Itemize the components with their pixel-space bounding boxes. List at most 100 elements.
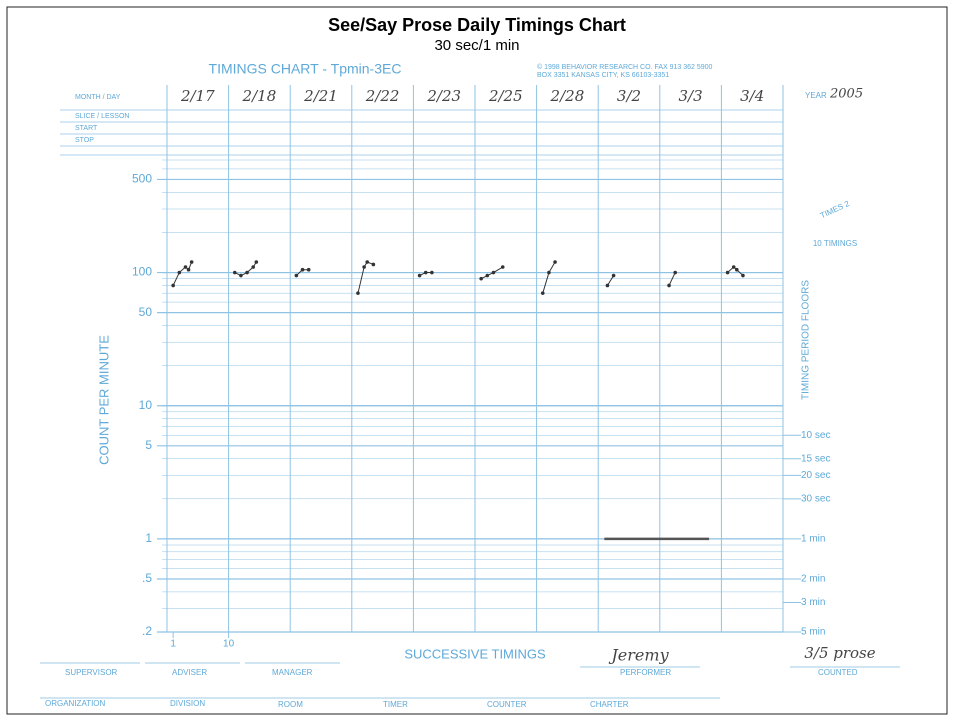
data-point <box>485 273 490 278</box>
frame <box>6 6 948 715</box>
legend-entry: 2/17 <box>180 87 215 105</box>
counted: 3/5 prose <box>804 644 875 662</box>
data-point <box>553 260 557 264</box>
data-point <box>254 260 259 264</box>
performer: Jeremy <box>608 646 669 665</box>
field-label: ADVISER <box>172 668 207 677</box>
y-tick-label: 500 <box>132 172 152 186</box>
field-label: CHARTER <box>590 700 629 709</box>
footer: SUPERVISOR ADVISER MANAGER PERFORMER Jer… <box>40 644 900 709</box>
legend-entry: 2/18 <box>242 87 277 105</box>
year-label: YEAR <box>805 91 827 100</box>
row-label: STOP <box>75 137 94 144</box>
data-point <box>245 270 249 275</box>
grid <box>60 85 784 633</box>
data-point <box>491 270 496 275</box>
y2-tick-label: 1 min <box>801 534 825 545</box>
series-line <box>542 261 556 294</box>
data-point <box>294 273 299 278</box>
y-axis-label: COUNT PER MINUTE <box>96 335 111 465</box>
y2-axis-label: TIMING PERIOD FLOORS <box>801 280 812 400</box>
y-tick-label: .2 <box>142 624 152 638</box>
field-label: ORGANIZATION <box>45 699 106 708</box>
legend-entry: 2/28 <box>550 87 585 105</box>
field-label: COUNTER <box>487 700 527 709</box>
field-label: TIMER <box>383 700 408 709</box>
y-tick-label: 50 <box>139 305 153 319</box>
data-point <box>362 265 366 269</box>
y-tick-label: 1 <box>145 531 152 545</box>
chart-subtitle: 30 sec/1 min <box>434 37 519 54</box>
data-point <box>251 265 256 269</box>
data-point <box>673 270 677 275</box>
y-tick-label: 100 <box>132 265 152 279</box>
legend-entry: 2/21 <box>303 87 338 105</box>
x-tick-label: 1 <box>170 639 176 650</box>
y2-tick-label: 2 min <box>801 574 825 585</box>
data-point <box>479 276 483 281</box>
data-point <box>611 273 616 278</box>
field-label: MANAGER <box>272 668 313 677</box>
side-note: 10 TIMINGS <box>813 239 857 248</box>
year: 2005 <box>829 87 863 102</box>
series-line <box>172 261 193 286</box>
data-point <box>540 291 545 295</box>
data-point <box>417 273 422 278</box>
side-note: TIMES 2 <box>819 199 852 221</box>
y-tick-label: .5 <box>142 571 152 585</box>
data-point <box>306 267 311 272</box>
legend-entry: 2/22 <box>365 87 400 105</box>
data-point <box>177 270 182 275</box>
y2-tick-label: 5 min <box>801 627 825 638</box>
chart-title: See/Say Prose Daily Timings Chart <box>328 15 626 35</box>
copyright: BOX 3351 KANSAS CITY, KS 66103-3351 <box>537 72 669 79</box>
copyright: © 1998 BEHAVIOR RESEARCH CO. FAX 913 362… <box>537 63 713 71</box>
x-tick-label: 10 <box>223 639 235 650</box>
data-point <box>232 270 237 275</box>
data-point <box>667 283 671 288</box>
series-line <box>357 261 374 294</box>
field-label: PERFORMER <box>620 668 671 677</box>
data-point <box>605 283 610 288</box>
y2-tick-label: 15 sec <box>801 453 830 464</box>
row-label: SLICE / LESSON <box>75 113 129 120</box>
data-point <box>423 270 428 275</box>
y2-tick-label: 3 min <box>801 597 825 608</box>
data-point <box>725 270 730 275</box>
y2-tick-label: 30 sec <box>801 493 830 504</box>
data-point <box>547 270 551 275</box>
data-point <box>741 273 745 278</box>
y2-tick-label: 20 sec <box>801 470 830 481</box>
data-point <box>186 267 191 272</box>
series-line <box>668 272 676 286</box>
data-point <box>365 260 370 264</box>
field-label: SUPERVISOR <box>65 668 118 677</box>
legend-entry: 3/3 <box>679 87 703 105</box>
data-point <box>171 283 175 288</box>
chart-name: TIMINGS CHART - Tpmin-3EC <box>209 61 402 77</box>
data-point <box>500 265 505 269</box>
series-line <box>727 266 744 276</box>
field-label: DIVISION <box>170 699 205 708</box>
row-label: MONTH / DAY <box>75 94 121 101</box>
legend-entry: 2/25 <box>488 87 523 105</box>
legend-entry: 3/4 <box>740 87 764 105</box>
field-label: ROOM <box>278 700 303 709</box>
x-axis-label: SUCCESSIVE TIMINGS <box>404 646 546 661</box>
y-tick-label: 5 <box>145 438 152 452</box>
series-line <box>607 275 615 286</box>
series-line <box>480 266 503 280</box>
data-point <box>189 260 194 264</box>
legend-entry: 3/2 <box>617 87 641 105</box>
data-point <box>735 267 739 272</box>
data-point <box>371 262 376 267</box>
data-point <box>183 265 188 269</box>
data-point <box>430 270 434 275</box>
data-point <box>731 265 736 269</box>
data-point <box>356 291 360 295</box>
field-label: COUNTED <box>818 668 858 677</box>
data-point <box>239 273 243 278</box>
y-tick-label: 10 <box>139 398 153 412</box>
data-point <box>300 267 305 272</box>
